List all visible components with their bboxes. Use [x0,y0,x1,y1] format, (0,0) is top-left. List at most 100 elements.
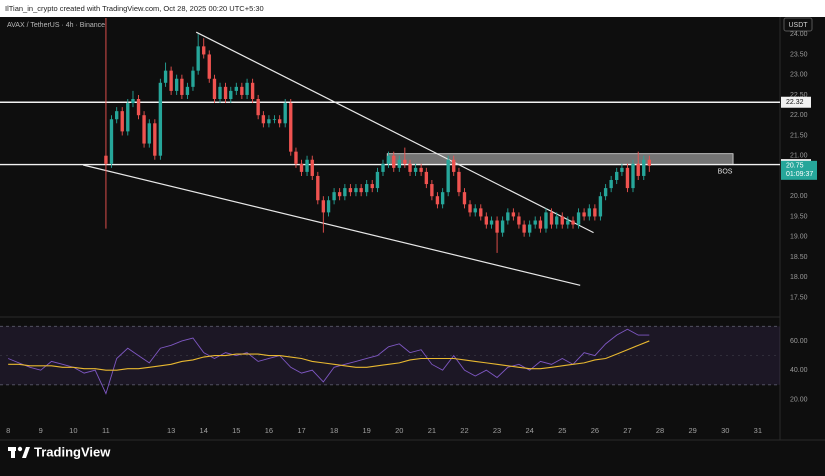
candle-body [582,212,586,217]
candle-body [603,188,608,197]
candle-body [321,200,326,213]
x-tick-label: 21 [428,426,436,435]
level-tag [781,96,811,108]
y-tick-label: 19.00 [790,234,808,241]
y-tick-label: 21.00 [790,153,808,160]
x-tick-label: 9 [39,426,43,435]
x-tick-label: 27 [623,426,631,435]
candle-body [131,99,135,104]
candle-body [158,82,163,156]
candle-body [631,163,635,189]
x-tick-label: 31 [754,426,762,435]
x-tick-label: 26 [591,426,599,435]
candle-body [305,159,309,172]
candle-body [202,46,206,55]
logo-dot [17,446,23,452]
level-tag-label: 22.32 [786,99,804,106]
credit-bar [0,0,825,17]
candle-body [245,82,249,95]
candle-body [484,216,489,225]
candle-body [223,86,228,99]
candle-body [386,155,391,164]
x-tick-label: 29 [688,426,696,435]
candle-body [234,86,238,91]
x-tick-label: 16 [265,426,273,435]
bos-label: BOS [718,168,733,175]
logo-bar [8,447,16,451]
candle-body [620,167,624,172]
candle-body [272,119,277,121]
y-tick-label: 23.50 [790,51,808,58]
x-tick-label: 28 [656,426,664,435]
rsi-tick-label: 40.00 [790,367,808,374]
candle-body [115,111,119,120]
candle-body [517,216,521,225]
x-tick-label: 23 [493,426,501,435]
candle-body [435,196,440,205]
candle-body [185,86,190,95]
candle-body [147,123,151,144]
candle-body [468,204,472,213]
footer-brand: TradingView [34,444,111,459]
candle-body [571,220,575,225]
candle-body [120,111,124,132]
y-tick-label: 17.50 [790,294,808,301]
candle-body [218,86,222,99]
candle-body [153,123,157,156]
candle-body [625,167,630,189]
x-tick-label: 20 [395,426,403,435]
y-tick-label: 23.00 [790,72,808,79]
candle-body [403,159,407,164]
y-tick-label: 22.50 [790,92,808,99]
candle-body [555,216,559,225]
candle-body [593,208,597,217]
candle-body [560,216,564,225]
x-tick-label: 17 [297,426,305,435]
y-tick-label: 19.50 [790,213,808,220]
candle-body [489,220,494,225]
last-price-label: 20.75 [786,163,804,170]
candle-body [142,115,146,144]
candle-body [359,188,363,193]
y-tick-label: 20.00 [790,193,808,200]
rsi-tick-label: 60.00 [790,338,808,345]
x-tick-label: 19 [363,426,371,435]
footer-logo: TradingView [8,444,111,459]
candle-body [370,184,374,189]
candle-body [544,212,548,229]
last-price-tag [781,160,817,180]
candle-body [343,188,347,197]
rsi-tick-label: 20.00 [790,396,808,403]
candle-body [566,220,570,225]
candle-body [576,212,581,225]
candle-body [446,159,450,193]
x-tick-label: 14 [200,426,208,435]
x-tick-label: 18 [330,426,338,435]
candle-body [419,167,423,172]
candle-body [500,220,505,233]
candle-body [240,86,244,95]
rsi-ma-line [8,340,650,371]
candle-body [479,208,483,217]
symbol-label: AVAX / TetherUS · 4h · Binance [7,22,105,29]
price-pane [0,18,780,286]
x-tick-label: 15 [232,426,240,435]
candle-body [538,220,543,229]
candle-body [375,171,380,189]
candle-body [109,119,114,164]
countdown-label: 01:09:37 [786,171,813,178]
y-tick-label: 24.00 [790,31,808,38]
x-tick-label: 22 [460,426,468,435]
x-tick-label: 25 [558,426,566,435]
candle-body [392,155,396,168]
candle-body [381,163,385,172]
rsi-pane [0,325,780,395]
candle-body [452,159,456,172]
candle-body [462,192,467,205]
candle-body [261,115,266,124]
candle-body [636,163,640,176]
trendline [195,31,594,234]
candle-body [473,208,477,213]
candle-body [549,212,554,225]
